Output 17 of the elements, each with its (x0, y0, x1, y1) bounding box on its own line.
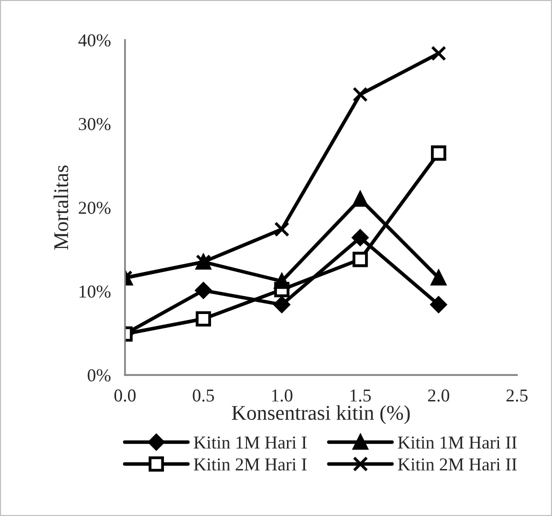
x-tick-label: 0.0 (114, 389, 136, 402)
legend-label: Kitin 1M Hari II (398, 436, 517, 449)
x-tick-label: 1.5 (350, 390, 371, 402)
y-tick-label: 0% (88, 369, 110, 382)
y-tick-label: 10% (80, 286, 110, 298)
y-axis-title: Mortalitas (54, 165, 68, 250)
y-tick-label: 20% (78, 202, 110, 214)
legend-label: Kitin 2M Hari II (398, 458, 517, 471)
x-axis-title: Konsentrasi kitin (%) (232, 405, 410, 424)
y-tick-label: 40% (78, 34, 110, 46)
legend-label: Kitin 2M Hari I (194, 458, 307, 471)
x-tick-label: 2.5 (506, 389, 528, 402)
x-tick-label: 2.0 (428, 389, 450, 402)
x-tick-label: 0.5 (192, 389, 214, 402)
y-tick-label: 30% (78, 118, 110, 130)
legend-label: Kitin 1M Hari I (194, 436, 307, 449)
x-tick-label: 1.0 (272, 389, 292, 402)
